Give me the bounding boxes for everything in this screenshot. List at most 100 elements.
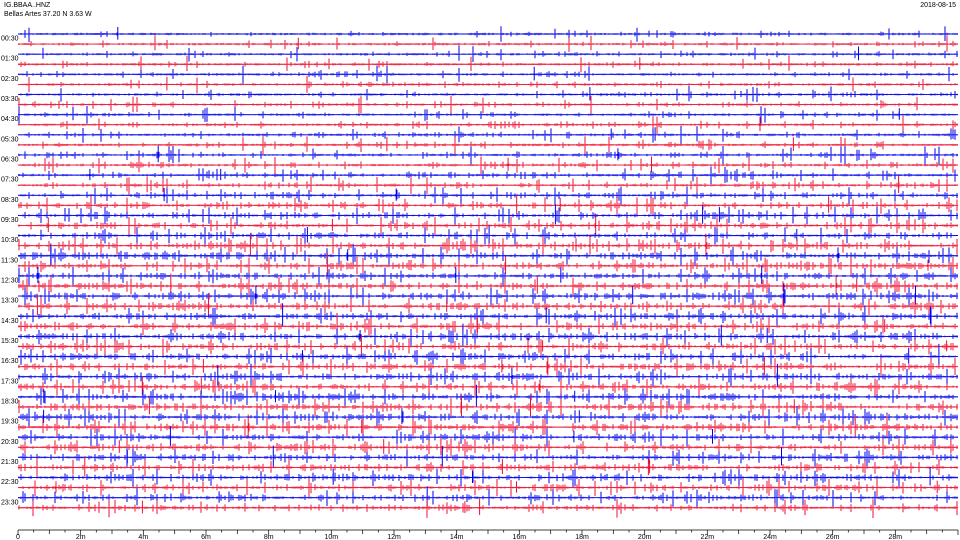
trace-34 bbox=[18, 356, 958, 378]
trace-24 bbox=[18, 253, 958, 277]
hour-label: 23:30 bbox=[1, 499, 19, 506]
trace-44 bbox=[18, 456, 958, 479]
trace-42 bbox=[18, 437, 958, 458]
trace-1 bbox=[18, 26, 958, 42]
x-tick-label: 20m bbox=[638, 534, 652, 540]
x-tick-label: 22m bbox=[700, 534, 714, 540]
trace-30 bbox=[18, 313, 958, 337]
hour-label: 07:30 bbox=[1, 177, 19, 184]
trace-35 bbox=[18, 363, 958, 388]
trace-29 bbox=[18, 303, 958, 328]
trace-40 bbox=[18, 414, 958, 439]
trace-11 bbox=[18, 125, 958, 146]
trace-32 bbox=[18, 334, 958, 358]
hour-label-bg bbox=[0, 296, 17, 305]
x-tick-label: 12m bbox=[387, 534, 401, 540]
time-axis: 0 2m 4m 6m 8m 10m 12m 14m 16m 18m 20m 22m 24m 26m 28m bbox=[16, 529, 959, 540]
hour-label: 14:30 bbox=[1, 318, 19, 325]
x-tick-label: 2m bbox=[76, 534, 86, 540]
x-tick-label: 16m bbox=[512, 534, 526, 540]
hour-label-bg bbox=[0, 316, 17, 325]
trace-19 bbox=[18, 204, 958, 226]
hour-label: 13:30 bbox=[1, 298, 19, 305]
station-location: Bellas Artes 37.20 N 3.63 W bbox=[4, 11, 92, 18]
trace-14 bbox=[18, 156, 958, 176]
trace-26 bbox=[18, 273, 958, 296]
hour-label: 18:30 bbox=[1, 399, 19, 406]
station-code: IG.BBAA..HNZ bbox=[4, 2, 51, 9]
trace-46 bbox=[18, 478, 958, 499]
trace-27 bbox=[18, 283, 958, 307]
hour-label-bg bbox=[0, 215, 17, 224]
trace-31 bbox=[18, 324, 958, 347]
hour-label-bg bbox=[0, 255, 17, 264]
hour-label-bg bbox=[0, 417, 17, 426]
trace-17 bbox=[18, 186, 958, 206]
trace-39 bbox=[18, 406, 958, 429]
hour-label: 03:30 bbox=[1, 96, 19, 103]
x-tick-label: 26m bbox=[826, 534, 840, 540]
hour-label: 19:30 bbox=[1, 419, 19, 426]
x-tick-label: 6m bbox=[201, 534, 211, 540]
hour-label: 16:30 bbox=[1, 358, 19, 365]
trace-2 bbox=[18, 35, 958, 52]
hour-label: 05:30 bbox=[1, 136, 19, 143]
hour-label: 00:30 bbox=[1, 36, 19, 43]
hour-label-bg bbox=[0, 94, 17, 103]
hour-label-bg bbox=[0, 397, 17, 405]
trace-21 bbox=[18, 225, 958, 246]
trace-45 bbox=[18, 467, 958, 488]
hour-label: 01:30 bbox=[1, 56, 19, 63]
trace-10 bbox=[18, 116, 958, 135]
hour-label-bg bbox=[0, 175, 17, 184]
trace-48 bbox=[18, 498, 958, 518]
hour-label: 04:30 bbox=[1, 116, 19, 123]
hour-label-bg bbox=[0, 235, 17, 244]
hour-label-bg bbox=[0, 34, 17, 43]
trace-12 bbox=[18, 136, 958, 155]
trace-13 bbox=[18, 145, 958, 167]
trace-18 bbox=[18, 194, 958, 216]
hour-label-group: 00:30 01:30 02:30 03:30 04:30 05:30 06:30 07:30… bbox=[0, 34, 19, 506]
hour-label-bg bbox=[0, 497, 17, 506]
trace-41 bbox=[18, 426, 958, 447]
hour-label-bg bbox=[0, 114, 17, 123]
x-tick-label: 8m bbox=[264, 534, 274, 540]
trace-15 bbox=[18, 166, 958, 185]
trace-6 bbox=[18, 75, 958, 94]
hour-label-bg bbox=[0, 376, 17, 385]
trace-33 bbox=[18, 343, 958, 368]
hour-label-bg bbox=[0, 155, 17, 163]
trace-7 bbox=[18, 85, 958, 103]
hour-label-bg bbox=[0, 54, 17, 63]
hour-label: 10:30 bbox=[1, 237, 19, 244]
x-tick-label: 18m bbox=[575, 534, 589, 540]
x-tick-label: 4m bbox=[138, 534, 148, 540]
plot-date: 2018-08-15 bbox=[920, 2, 956, 9]
hour-label: 15:30 bbox=[1, 338, 19, 345]
hour-label: 17:30 bbox=[1, 378, 19, 385]
trace-16 bbox=[18, 175, 958, 195]
hour-label-bg bbox=[0, 336, 17, 345]
trace-group bbox=[18, 26, 958, 518]
trace-8 bbox=[18, 96, 958, 116]
hour-label: 12:30 bbox=[1, 278, 19, 285]
hour-label: 11:30 bbox=[1, 257, 18, 264]
hour-label: 09:30 bbox=[1, 217, 19, 224]
trace-3 bbox=[18, 45, 958, 62]
hour-label: 20:30 bbox=[1, 439, 19, 446]
hour-label-bg bbox=[0, 74, 17, 83]
trace-5 bbox=[18, 65, 958, 84]
trace-38 bbox=[18, 395, 958, 418]
trace-23 bbox=[18, 243, 958, 267]
trace-37 bbox=[18, 384, 958, 409]
hour-label: 22:30 bbox=[1, 479, 19, 486]
trace-20 bbox=[18, 214, 958, 236]
hour-label-bg bbox=[0, 437, 17, 446]
hour-label-bg bbox=[0, 276, 17, 284]
hour-label-bg bbox=[0, 134, 17, 143]
hour-label-bg bbox=[0, 195, 17, 204]
x-tick-label: 28m bbox=[888, 534, 902, 540]
trace-22 bbox=[18, 233, 958, 256]
